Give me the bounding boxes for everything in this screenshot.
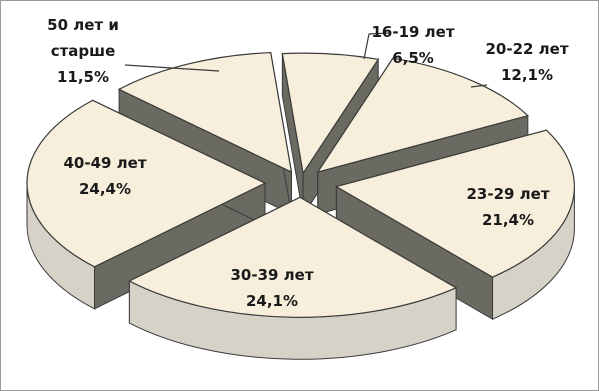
leader-line (470, 84, 488, 88)
pie-slice (128, 196, 458, 360)
slice-label: 16-19 лет 6,5% (371, 23, 454, 67)
slice-label: 23-29 лет 21,4% (466, 185, 549, 229)
slice-label: 20-22 лет 12,1% (485, 40, 568, 84)
leader-line (363, 32, 390, 60)
slice-top (334, 129, 575, 278)
slice-top (128, 196, 458, 318)
slice-label: 50 лет и старше 11,5% (47, 16, 119, 86)
slice-label: 40-49 лет 24,4% (63, 154, 146, 198)
slice-top (117, 51, 293, 174)
slice-label: 30-39 лет 24,1% (230, 266, 313, 310)
leader-line (124, 64, 220, 72)
slice-top (281, 52, 380, 175)
slice-top (26, 99, 267, 268)
